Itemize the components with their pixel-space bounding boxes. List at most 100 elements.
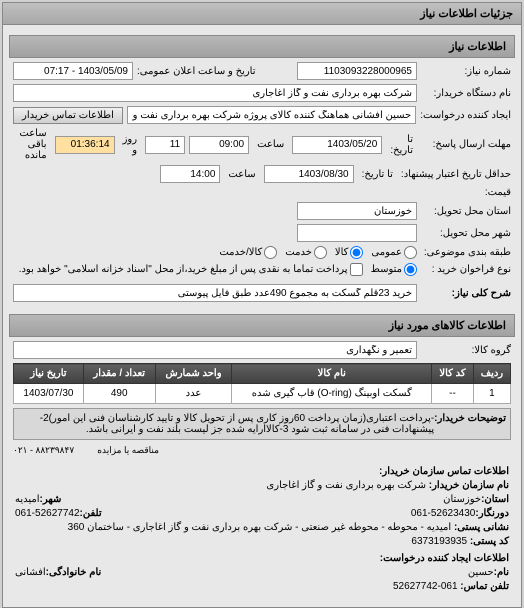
panel-body: اطلاعات نیاز شماره نیاز: تاریخ و ساعت اع… [3,25,521,607]
th-name: نام کالا [232,364,432,384]
table-header-row: ردیف کد کالا نام کالا واحد شمارش تعداد /… [14,364,511,384]
th-date: تاریخ نیاز [14,364,84,384]
label-time-remaining: ساعت باقی مانده [17,128,47,161]
th-unit: واحد شمارش [155,364,232,384]
input-deadline-time[interactable] [189,136,249,154]
info-section-title: اطلاعات نیاز [9,35,515,58]
td-date: 1403/07/30 [14,384,84,404]
value-name: حسین [468,567,494,578]
label-city: شهر: [40,494,62,505]
contact-info-title-row: اطلاعات تماس سازمان خریدار: [15,466,509,477]
label-delivery-city: شهر محل تحویل: [421,228,511,239]
row-request-creator: ایجاد کننده درخواست: اطلاعات تماس خریدار [13,106,511,124]
contact-org-row: نام سازمان خریدار: شرکت بهره برداری نفت … [15,480,509,491]
label-fax: دورنگار: [475,508,509,519]
label-days: روز و [123,134,138,156]
input-deadline-date[interactable] [292,136,382,154]
label-to-date2: تا تاریخ: [362,169,393,180]
td-name: گسکت اوبینگ (O-ring) قاب گیری شده [232,384,432,404]
input-remaining-time[interactable] [55,136,115,154]
value-address: امیدیه - محوطه - محوطه غیر صنعتی - شرکت … [68,522,452,533]
radio-needtype-1[interactable]: پرداخت تماما به نقدی پس از مبلغ خرید،از … [19,263,363,276]
radio-group-need-type: متوسط پرداخت تماما به نقدی پس از مبلغ خر… [19,263,417,276]
contact-address-row: نشانی پستی: امیدیه - محوطه - محوطه غیر ص… [15,522,509,533]
contact-phone2-row: تلفن تماس: 061-52627742 [15,581,509,592]
row-delivery-province: استان محل تحویل: [13,202,511,220]
radio-needtype-0[interactable]: متوسط [371,263,417,276]
row-request-number: شماره نیاز: تاریخ و ساعت اعلان عمومی: [13,62,511,80]
th-qty: تعداد / مقدار [83,364,155,384]
row-goods-group: گروه کالا: [13,341,511,359]
text-explanations: -پرداخت اعتباری(زمان پرداخت 60روز کاری پ… [18,413,434,435]
th-row: ردیف [473,364,510,384]
radio-packaging-3[interactable]: کالا/خدمت [219,246,277,259]
explanations-box: توضیحات خریدار: -پرداخت اعتباری(زمان پرد… [13,408,511,440]
label-postal: کد پستی: [470,536,509,547]
radio-packaging-2[interactable]: خدمت [285,246,327,259]
input-delivery-province[interactable] [297,202,417,220]
row-deadline: مهلت ارسال پاسخ: تا تاریخ: ساعت روز و سا… [13,128,511,161]
input-buyer-unit[interactable] [13,84,417,102]
radio-packaging-0[interactable]: عمومی [371,246,417,259]
row-price: قیمت: [13,187,511,198]
contact-section: اطلاعات تماس سازمان خریدار: نام سازمان خ… [9,460,515,601]
goods-table: ردیف کد کالا نام کالا واحد شمارش تعداد /… [13,363,511,404]
label-buyer-unit: نام دستگاه خریدار: [421,88,511,99]
value-phone: 061-52627742 [15,508,80,519]
footer-text: مناقصه یا مزایده [97,445,159,455]
value-org-name: شرکت بهره برداری نفت و گاز اغاجاری [266,480,426,491]
contact-phone-row: دورنگار: 061-52623430 تلفن: 061-52627742 [15,508,509,519]
label-delivery-province: استان محل تحویل: [421,206,511,217]
row-buyer-unit: نام دستگاه خریدار: [13,84,511,102]
label-explanations: توضیحات خریدار: [434,413,506,435]
input-public-date[interactable] [13,62,133,80]
input-request-number[interactable] [297,62,417,80]
request-contact-title: اطلاعات ایجاد کننده درخواست: [380,553,509,564]
value-contact-phone: 061-52627742 [393,581,458,592]
contact-name-row: نام: حسین نام خانوادگی: افشانی [15,567,509,578]
td-code: -- [432,384,474,404]
label-at-time: ساعت [257,139,284,150]
label-name: نام: [494,567,509,578]
input-credit-time[interactable] [160,165,220,183]
input-credit-date[interactable] [264,165,354,183]
label-goods-group: گروه کالا: [421,345,511,356]
radio-packaging-1[interactable]: کالا [335,246,364,259]
goods-info-title: اطلاعات کالاهای مورد نیاز [9,314,515,337]
row-general-desc: شرح کلی نیاز: [13,284,511,302]
contact-info-title: اطلاعات تماس سازمان خریدار: [379,466,509,477]
td-row: 1 [473,384,510,404]
label-credit-validity: حداقل تاریخ اعتبار پیشنهاد: [401,169,511,180]
label-province: استان: [481,494,509,505]
value-city: امیدیه [15,494,40,505]
value-province: خوزستان [443,494,481,505]
panel-title: جزئیات اطلاعات نیاز [3,3,521,25]
buyer-contact-button[interactable]: اطلاعات تماس خریدار [13,107,123,124]
footer-bar: مناقصه یا مزایده ۸۸۲۳۹۸۴۷ - ۰۲۱ [13,444,511,456]
label-phone: تلفن: [80,508,102,519]
label-org-name: نام سازمان خریدار: [429,480,509,491]
label-response-deadline: مهلت ارسال پاسخ: [421,139,511,150]
label-general-desc: شرح کلی نیاز: [421,288,511,299]
label-family: نام خانوادگی: [46,567,102,578]
table-row[interactable]: 1 -- گسکت اوبینگ (O-ring) قاب گیری شده ع… [14,384,511,404]
value-family: افشانی [15,567,46,578]
radio-group-packaging: عمومی کالا خدمت کالا/خدمت [219,246,417,259]
label-need-type: نوع فراخوان خرید : [421,264,511,275]
label-packaging: طبقه بندی موضوعی: [421,247,511,258]
row-packaging: طبقه بندی موضوعی: عمومی کالا خدمت کالا/خ… [13,246,511,259]
input-general-desc[interactable] [13,284,417,302]
row-need-type: نوع فراخوان خرید : متوسط پرداخت تماما به… [13,263,511,276]
input-request-creator[interactable] [127,106,416,124]
label-price: قیمت: [421,187,511,198]
input-remaining-days[interactable] [145,136,185,154]
input-delivery-city[interactable] [297,224,417,242]
value-postal: 6373193935 [411,536,467,547]
label-address: نشانی پستی: [454,522,509,533]
label-contact-phone: تلفن تماس: [460,581,509,592]
input-goods-group[interactable] [13,341,417,359]
label-at-time2: ساعت [228,169,255,180]
value-fax: 061-52623430 [411,508,476,519]
label-request-creator: ایجاد کننده درخواست: [420,110,511,121]
row-delivery-city: شهر محل تحویل: [13,224,511,242]
